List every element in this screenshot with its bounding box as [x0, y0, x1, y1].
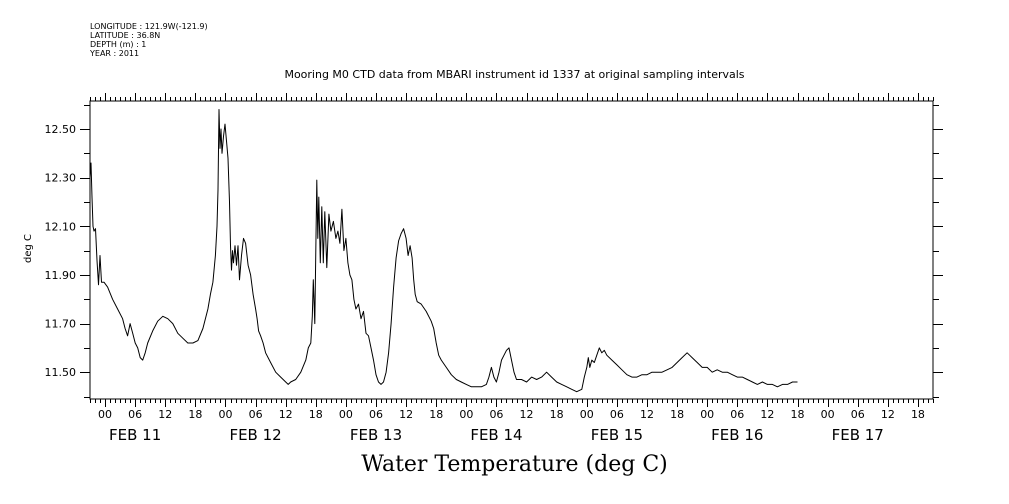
chart-title: Mooring M0 CTD data from MBARI instrumen… [284, 68, 745, 81]
x-tick-label: 00 [459, 408, 473, 421]
x-tick-label: 12 [399, 408, 413, 421]
x-tick-label: 12 [881, 408, 895, 421]
x-tick-label: 00 [218, 408, 232, 421]
y-axis-label: deg C [23, 233, 35, 264]
x-tick-label: 06 [610, 408, 624, 421]
x-tick-label: 00 [98, 408, 112, 421]
x-tick-label: 06 [249, 408, 263, 421]
x-tick-label: 12 [760, 408, 774, 421]
meta-depth: DEPTH (m) : 1 [90, 40, 147, 49]
x-tick-label: 00 [580, 408, 594, 421]
y-tick-label: 11.70 [45, 318, 77, 331]
x-day-label: FEB 16 [711, 426, 763, 444]
meta-year: YEAR : 2011 [90, 49, 140, 58]
x-day-label: FEB 15 [591, 426, 643, 444]
x-tick-label: 00 [821, 408, 835, 421]
y-tick-label: 12.50 [45, 123, 77, 136]
x-tick-label: 12 [279, 408, 293, 421]
y-tick-label: 12.10 [45, 220, 77, 233]
x-day-label: FEB 11 [109, 426, 161, 444]
x-axis-label: Water Temperature (deg C) [361, 452, 668, 477]
x-tick-label: 18 [791, 408, 805, 421]
x-tick-label: 12 [640, 408, 654, 421]
x-tick-label: 06 [730, 408, 744, 421]
x-tick-label: 00 [700, 408, 714, 421]
x-tick-label: 12 [158, 408, 172, 421]
x-tick-label: 18 [911, 408, 925, 421]
x-tick-label: 06 [128, 408, 142, 421]
x-day-label: FEB 14 [470, 426, 522, 444]
x-tick-label: 00 [339, 408, 353, 421]
x-tick-label: 18 [188, 408, 202, 421]
meta-longitude: LONGITUDE : 121.9W(-121.9) [90, 22, 208, 31]
y-tick-label: 12.30 [45, 172, 77, 185]
x-tick-label: 06 [851, 408, 865, 421]
x-day-label: FEB 17 [832, 426, 884, 444]
x-tick-label: 18 [670, 408, 684, 421]
y-tick-label: 11.90 [45, 269, 77, 282]
series-line-water-temperature [89, 109, 798, 393]
x-tick-label: 18 [550, 408, 564, 421]
x-tick-label: 18 [429, 408, 443, 421]
x-tick-label: 06 [489, 408, 503, 421]
x-tick-label: 18 [309, 408, 323, 421]
plot-frame [89, 100, 934, 400]
x-tick-label: 06 [369, 408, 383, 421]
meta-latitude: LATITUDE : 36.8N [90, 31, 161, 40]
y-axis-ticks [80, 105, 943, 398]
x-axis-ticks [90, 93, 934, 407]
y-tick-label: 11.50 [45, 366, 77, 379]
x-day-label: FEB 12 [229, 426, 281, 444]
x-tick-label: 12 [520, 408, 534, 421]
x-day-label: FEB 13 [350, 426, 402, 444]
